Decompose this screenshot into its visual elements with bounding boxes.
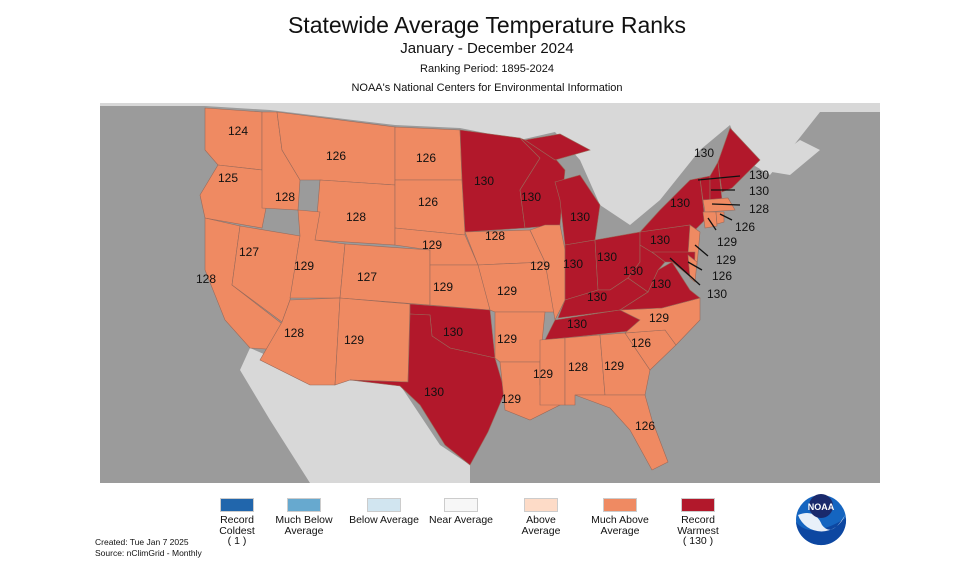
rank-label-al: 128: [568, 360, 588, 374]
rank-label-ar: 129: [497, 332, 517, 346]
rank-label-vt: 130: [749, 168, 769, 182]
rank-label-ks: 129: [433, 280, 453, 294]
rank-label-mi: 130: [570, 210, 590, 224]
legend-item: Below Average: [349, 498, 419, 526]
data-source: Source: nClimGrid - Monthly: [95, 548, 202, 558]
state-co: [339, 243, 431, 306]
rank-label-nd: 126: [416, 151, 436, 165]
legend-item: Much Below Average: [269, 498, 339, 536]
rank-label-ga: 129: [604, 359, 624, 373]
legend-extra: ( 130 ): [682, 535, 714, 547]
rank-label-tx: 130: [424, 385, 444, 399]
rank-label-co: 127: [357, 270, 377, 284]
map-title: Statewide Average Temperature Ranks: [287, 12, 687, 38]
rank-label-az: 128: [284, 326, 304, 340]
rank-label-nj: 129: [716, 253, 736, 267]
legend-swatch: [367, 498, 401, 512]
rank-label-ms: 129: [533, 367, 553, 381]
rank-label-ca: 128: [196, 272, 216, 286]
rank-label-la: 129: [501, 392, 521, 406]
state-de: [687, 254, 698, 283]
rank-label-wy: 128: [346, 210, 366, 224]
legend-item: Above Average: [506, 498, 576, 536]
state-fl: [574, 394, 669, 471]
rank-label-nh: 130: [749, 184, 769, 198]
rank-label-ut: 129: [294, 259, 314, 273]
legend-swatch: [287, 498, 321, 512]
legend-swatch: [681, 498, 715, 512]
source-org: NOAA's National Centers for Environmenta…: [351, 82, 623, 94]
rank-label-va: 130: [651, 277, 671, 291]
mexico: [240, 348, 470, 483]
rank-label-nv: 127: [239, 245, 259, 259]
state-md: [651, 251, 696, 281]
noaa-logo: NOAA: [796, 494, 847, 546]
rank-label-ri: 126: [735, 220, 755, 234]
rank-label-me: 130: [694, 146, 714, 160]
rank-label-mn: 130: [474, 174, 494, 188]
legend-label: Below Average: [349, 514, 419, 526]
rank-label-nm: 129: [344, 333, 364, 347]
rank-label-wi: 130: [521, 190, 541, 204]
rank-label-md: 130: [707, 287, 727, 301]
state-ri: [715, 211, 725, 225]
legend-label: Much Above Average: [591, 514, 649, 537]
legend-swatch: [603, 498, 637, 512]
rank-label-tn: 130: [567, 317, 587, 331]
rank-label-sd: 126: [418, 195, 438, 209]
ranking-period: Ranking Period: 1895-2024: [420, 63, 554, 75]
state-va: [618, 261, 701, 311]
rank-label-ia: 128: [485, 229, 505, 243]
legend-item: Record Warmest( 130 ): [663, 498, 733, 547]
legend-label: Much Below Average: [275, 514, 333, 537]
legend-label: Record Warmest: [677, 514, 719, 537]
legend-swatch: [524, 498, 558, 512]
rank-label-or: 125: [218, 171, 238, 185]
callout-lines: [669, 175, 741, 286]
legend-swatch: [444, 498, 478, 512]
rank-label-fl: 126: [635, 419, 655, 433]
legend-label: Near Average: [428, 514, 493, 526]
rank-label-oh: 130: [597, 250, 617, 264]
rank-label-ne: 129: [422, 238, 442, 252]
rank-label-sc: 126: [631, 336, 651, 350]
state-ga: [599, 332, 651, 396]
nova-scotia: [760, 140, 820, 175]
state-ms: [539, 337, 566, 406]
rank-label-de: 126: [712, 269, 732, 283]
rank-label-ok: 130: [443, 325, 463, 339]
rank-label-ky: 130: [587, 290, 607, 304]
map-period: January - December 2024: [400, 40, 574, 57]
legend-item: Near Average: [426, 498, 496, 526]
rank-label-mt: 126: [326, 149, 346, 163]
rank-label-il: 129: [530, 259, 550, 273]
rank-label-id: 128: [275, 190, 295, 204]
rank-label-wa: 124: [228, 124, 248, 138]
canada: [100, 103, 880, 225]
state-me: [717, 127, 761, 193]
rank-label-ma: 128: [749, 202, 769, 216]
state-il: [529, 224, 566, 321]
rank-label-ny: 130: [670, 196, 690, 210]
rank-label-mo: 129: [497, 284, 517, 298]
legend-extra: ( 1 ): [227, 535, 247, 547]
rank-label-in: 130: [563, 257, 583, 271]
created-date: Created: Tue Jan 7 2025: [95, 537, 189, 547]
rank-label-nc: 129: [649, 311, 669, 325]
legend-item: Record Coldest( 1 ): [202, 498, 272, 547]
rank-label-pa: 130: [650, 233, 670, 247]
legend-label: Record Coldest: [219, 514, 255, 537]
legend-label: Above Average: [521, 514, 561, 537]
state-mi: [524, 133, 591, 161]
svg-text:NOAA: NOAA: [808, 502, 835, 512]
rank-label-ct: 129: [717, 235, 737, 249]
legend-item: Much Above Average: [585, 498, 655, 536]
legend-swatch: [220, 498, 254, 512]
state-tx: [349, 313, 506, 466]
state-ma: [702, 197, 736, 213]
rank-label-wv: 130: [623, 264, 643, 278]
